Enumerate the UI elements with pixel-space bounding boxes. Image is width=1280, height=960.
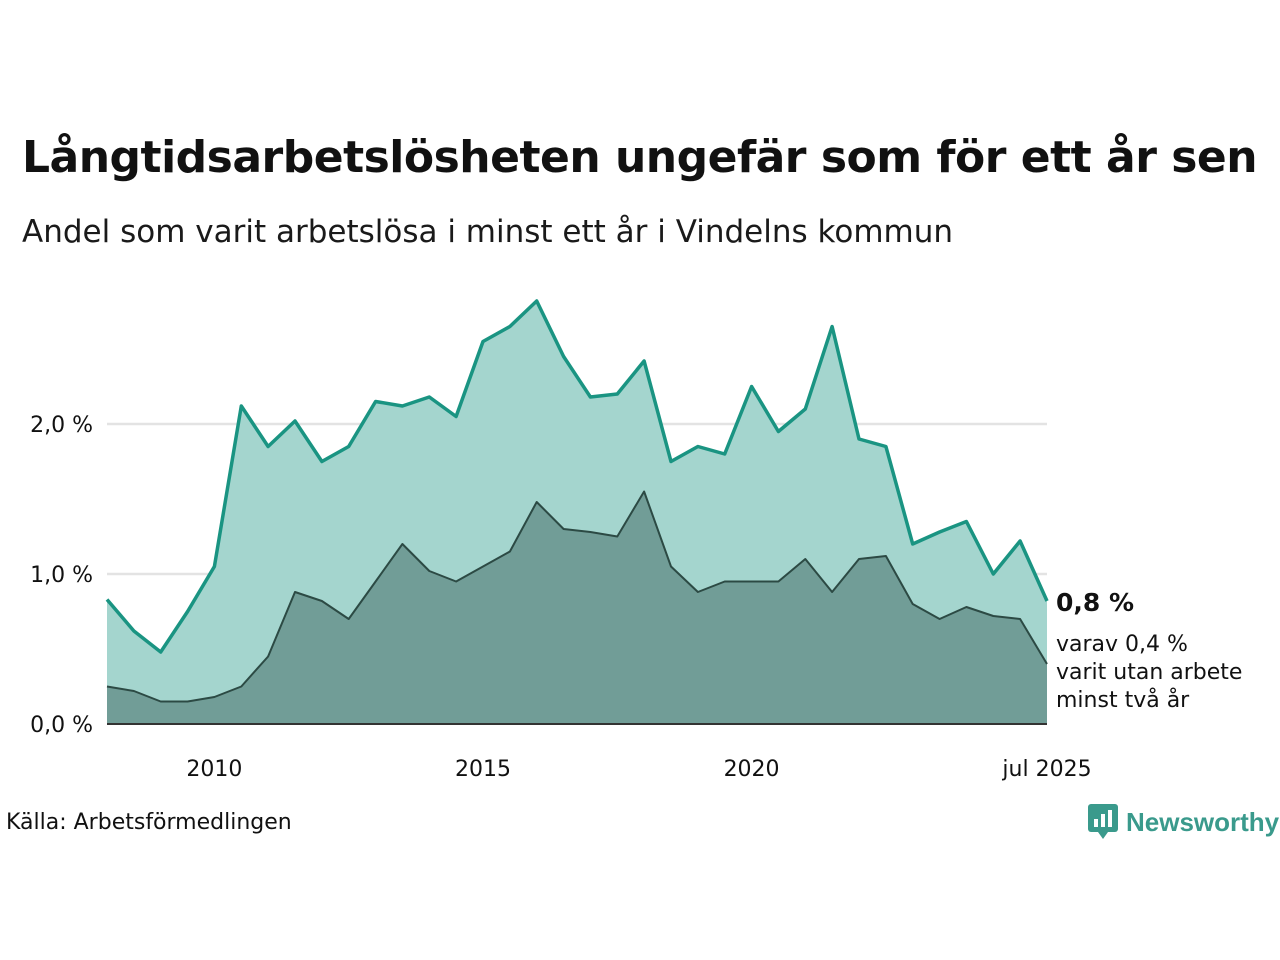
y-tick-label: 1,0 % [30, 563, 93, 588]
series-line-long [106, 490, 1048, 703]
newsworthy-logo-icon [1088, 804, 1118, 839]
chart-title: Långtidsarbetslösheten ungefär som för e… [22, 132, 1258, 183]
x-axis-labels: 2010 2015 2020 jul 2025 [186, 757, 1091, 782]
chart-subtitle: Andel som varit arbetslösa i minst ett å… [22, 214, 954, 250]
brand-name: Newsworthy [1126, 806, 1280, 837]
x-tick-label: 2015 [455, 757, 511, 782]
x-tick-label: jul 2025 [1001, 757, 1091, 782]
x-tick-label: 2020 [724, 757, 780, 782]
end-sub-label-3: minst två år [1056, 687, 1190, 713]
y-axis-labels: 0,0 % 1,0 % 2,0 % [30, 413, 93, 738]
x-tick-label: 2010 [186, 757, 242, 782]
end-sub-label-1: varav 0,4 % [1056, 632, 1188, 657]
end-value-label: 0,8 % [1056, 588, 1134, 617]
brand-logo[interactable]: Newsworthy [1088, 804, 1279, 840]
series-line-main [105, 299, 1049, 654]
area-fill-long [107, 491, 1047, 724]
source-note: Källa: Arbetsförmedlingen [6, 810, 292, 835]
end-sub-label-2: varit utan arbete [1056, 660, 1242, 685]
chart-areas [105, 299, 1049, 724]
y-tick-label: 2,0 % [30, 413, 93, 438]
y-tick-label: 0,0 % [30, 713, 93, 738]
